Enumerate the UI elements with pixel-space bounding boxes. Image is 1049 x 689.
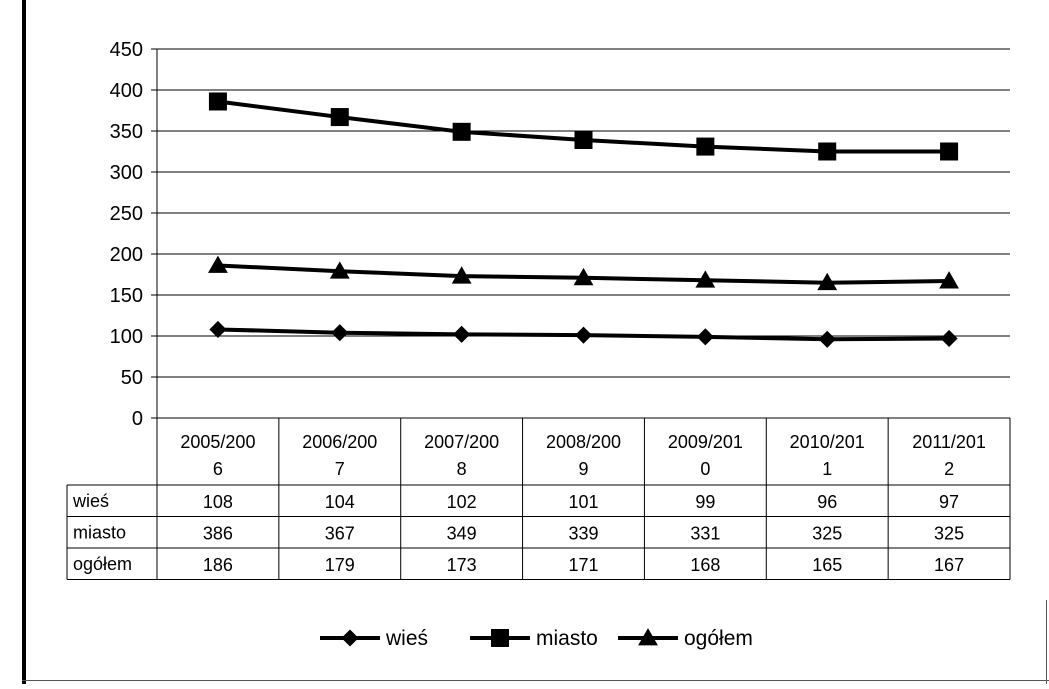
category-label: 2007/200	[424, 432, 499, 452]
table-cell-value: 339	[568, 524, 598, 544]
category-label: 2009/201	[668, 432, 743, 452]
legend-marker	[491, 629, 509, 647]
category-label: 2008/200	[546, 432, 621, 452]
table-cell-value: 367	[325, 524, 355, 544]
data-point	[453, 325, 471, 343]
table-cell-value: 349	[447, 524, 477, 544]
table-cell-value: 96	[817, 492, 837, 512]
grid-lines	[157, 48, 1010, 378]
category-label: 1	[822, 459, 832, 479]
category-label: 6	[213, 459, 223, 479]
data-point	[818, 142, 837, 161]
table-cell-value: 173	[447, 555, 477, 575]
category-label: 8	[457, 459, 467, 479]
category-label: 2011/201	[912, 432, 986, 452]
table-cell-value: 97	[939, 492, 959, 512]
table-cell-value: 99	[695, 492, 715, 512]
table-cell-value: 325	[934, 524, 964, 544]
table-cell-value: 331	[690, 524, 720, 544]
category-label: 2005/200	[180, 432, 255, 452]
data-point	[574, 131, 593, 150]
data-point	[696, 137, 715, 156]
y-tick-label: 450	[110, 39, 143, 61]
legend-label: miasto	[536, 627, 598, 650]
data-point	[452, 122, 471, 141]
table-row-label: ogółem	[73, 554, 132, 574]
series-ogolem	[208, 255, 959, 291]
table-cell-value: 168	[690, 555, 720, 575]
data-point	[451, 266, 472, 284]
y-tick-label: 300	[110, 162, 143, 184]
y-axis: 0 50 100 150 200 250 300 350 400 450	[110, 39, 158, 430]
legend-label: ogółem	[684, 627, 753, 650]
data-point	[940, 329, 958, 348]
table-cell-value: 325	[812, 524, 842, 544]
data-point	[817, 272, 838, 291]
data-point	[574, 326, 593, 344]
legend-label: wieś	[385, 627, 428, 650]
table-cell-value: 171	[568, 555, 598, 575]
data-point	[940, 142, 959, 161]
bottom-border	[22, 680, 1049, 681]
data-point	[939, 271, 959, 289]
y-tick-label: 200	[110, 244, 143, 266]
series-wies	[209, 320, 958, 348]
y-tick-label: 400	[110, 80, 143, 102]
data-point	[818, 330, 836, 348]
y-tick-label: 100	[110, 326, 143, 348]
category-label: 2006/200	[302, 432, 377, 452]
y-tick-label: 0	[132, 408, 143, 430]
y-tick-label: 50	[121, 367, 143, 389]
table-cell-value: 165	[812, 555, 842, 575]
table-cell-value: 102	[447, 492, 477, 512]
legend-item: miasto	[470, 627, 598, 650]
legend-item: wieś	[320, 627, 428, 650]
table-cell-value: 186	[203, 555, 233, 575]
y-tick-label: 250	[110, 203, 143, 225]
data-point	[209, 320, 227, 338]
data-point	[208, 92, 227, 111]
data-point	[573, 267, 594, 286]
data-point	[695, 270, 716, 288]
data-point	[696, 328, 714, 346]
category-label: 9	[578, 459, 588, 479]
right-border	[1046, 600, 1047, 684]
left-border	[22, 0, 26, 684]
category-label: 2	[944, 459, 954, 479]
table-cell-value: 108	[203, 492, 233, 512]
legend-item: ogółem	[618, 627, 753, 650]
category-label: 2010/201	[790, 432, 865, 452]
table-cell-value: 101	[568, 492, 598, 512]
y-tick-label: 350	[110, 121, 143, 143]
category-label: 0	[700, 459, 710, 479]
data-point	[329, 261, 350, 279]
table-row-label: miasto	[73, 523, 126, 543]
series-miasto	[208, 92, 959, 161]
table-row-label: wieś	[72, 491, 109, 511]
table-cell-value: 167	[934, 555, 964, 575]
category-label: 7	[335, 459, 345, 479]
table-cell-value: 179	[325, 555, 355, 575]
data-point	[331, 324, 349, 342]
plot-area	[208, 92, 959, 348]
y-tick-label: 150	[110, 285, 143, 307]
data-point	[208, 255, 228, 273]
legend-marker	[341, 629, 359, 647]
table-cell-value: 386	[203, 524, 233, 544]
data-point	[330, 108, 349, 127]
legend: wieś miasto ogółem	[320, 627, 753, 650]
data-table: 2005/200 6 2006/200 7 2007/200 8 2008/200 9 2009…	[66, 417, 1011, 580]
legend-marker	[638, 628, 658, 646]
table-cell-value: 104	[325, 492, 355, 512]
